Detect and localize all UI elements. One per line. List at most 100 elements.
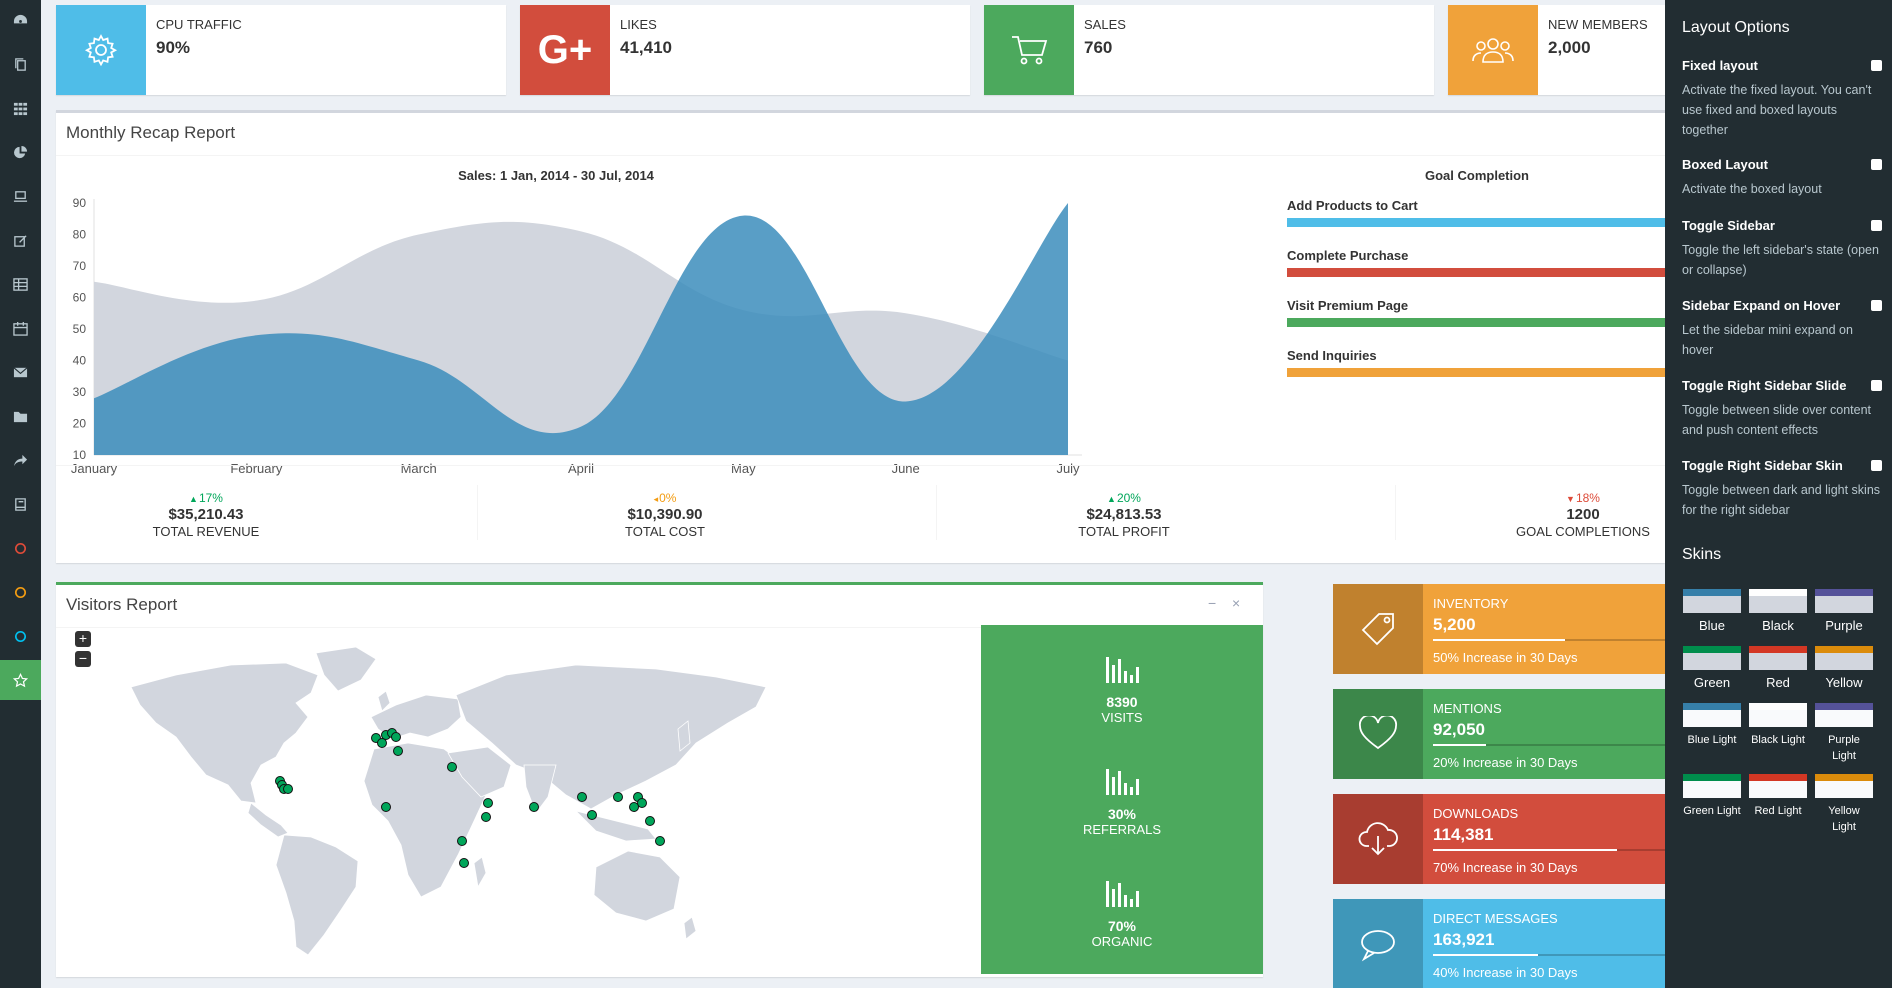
goal-progress: Visit Premium Page — [1287, 298, 1667, 327]
skin-label: Green Light — [1683, 805, 1741, 817]
swatch-header — [1815, 774, 1873, 781]
skin-green-light[interactable]: Green Light — [1683, 774, 1741, 819]
map-marker[interactable] — [645, 816, 655, 826]
info-box-direct-messages: DIRECT MESSAGES 163,921 40% Increase in 30… — [1333, 899, 1706, 988]
map-marker[interactable] — [613, 792, 623, 802]
map-marker[interactable] — [283, 784, 293, 794]
map-marker[interactable] — [529, 802, 539, 812]
box-title: Visitors Report — [66, 595, 178, 614]
map-marker[interactable] — [655, 836, 665, 846]
option-checkbox[interactable] — [1871, 159, 1882, 170]
option-checkbox[interactable] — [1871, 380, 1882, 391]
sidebar-item-dashboard[interactable] — [0, 0, 41, 40]
sidebar-item-circle-yellow[interactable] — [0, 572, 41, 612]
chart-title: Sales: 1 Jan, 2014 - 30 Jul, 2014 — [458, 168, 654, 183]
x-tick-label: July — [1056, 461, 1080, 476]
skin-blue[interactable]: Blue — [1683, 589, 1741, 633]
skin-black[interactable]: Black — [1749, 589, 1807, 633]
skin-swatch — [1683, 703, 1741, 727]
skin-yellow[interactable]: Yellow — [1815, 646, 1873, 690]
skin-label: Green — [1693, 675, 1731, 690]
map-marker[interactable] — [393, 746, 403, 756]
sidebar-item-calendar[interactable] — [0, 308, 41, 348]
sidebar-item-folder[interactable] — [0, 396, 41, 436]
map-marker[interactable] — [381, 802, 391, 812]
caret-up-icon: ▲ — [1107, 494, 1116, 504]
swatch-header — [1683, 646, 1741, 653]
map-marker[interactable] — [447, 762, 457, 772]
sidebar-item-laptop[interactable] — [0, 176, 41, 216]
zoom-out-button[interactable]: − — [75, 651, 91, 667]
layout-option: Sidebar Expand on Hover Let the sidebar m… — [1682, 298, 1882, 360]
users-icon — [1448, 5, 1538, 95]
option-checkbox[interactable] — [1871, 460, 1882, 471]
map-marker[interactable] — [457, 836, 467, 846]
y-tick-label: 40 — [73, 354, 87, 368]
sidebar-item-star[interactable] — [0, 660, 41, 700]
collapse-button[interactable]: − — [1208, 595, 1217, 611]
goal-label: Complete Purchase — [1287, 248, 1409, 263]
skin-blue-light[interactable]: Blue Light — [1683, 703, 1741, 748]
skin-red-light[interactable]: Red Light — [1749, 774, 1807, 819]
info-box-label: INVENTORY — [1433, 596, 1509, 611]
swatch-body — [1683, 781, 1741, 798]
layout-option: Toggle Sidebar Toggle the left sidebar's … — [1682, 218, 1882, 280]
skin-black-light[interactable]: Black Light — [1749, 703, 1807, 748]
y-tick-label: 20 — [73, 417, 87, 431]
skin-green[interactable]: Green — [1683, 646, 1741, 690]
info-box-description: 40% Increase in 30 Days — [1433, 965, 1578, 980]
option-description: Toggle between dark and light skins for … — [1682, 483, 1881, 517]
sidebar-item-files[interactable] — [0, 44, 41, 84]
sidebar-item-table[interactable] — [0, 264, 41, 304]
swatch-header — [1815, 589, 1873, 596]
circle-red-icon — [13, 541, 28, 556]
sidebar-item-envelope[interactable] — [0, 352, 41, 392]
option-description: Toggle the left sidebar's state (open or… — [1682, 243, 1879, 277]
book-icon — [13, 497, 28, 512]
option-checkbox[interactable] — [1871, 60, 1882, 71]
skin-yellow-light[interactable]: Yellow Light — [1815, 774, 1873, 835]
option-checkbox[interactable] — [1871, 300, 1882, 311]
visitor-stats-panel: 8390 VISITS 30% REFERRALS 70% ORGANIC — [981, 625, 1263, 974]
skin-swatch — [1749, 703, 1807, 727]
caret-down-icon: ▼ — [1566, 494, 1575, 504]
sidebar-item-th[interactable] — [0, 88, 41, 128]
map-marker[interactable] — [391, 732, 401, 742]
skin-swatch — [1749, 589, 1807, 613]
swatch-body — [1815, 653, 1873, 670]
progress-fill — [1433, 639, 1565, 641]
sidebar-item-circle-aqua[interactable] — [0, 616, 41, 656]
map-marker[interactable] — [577, 792, 587, 802]
stat-block: ▲20% $24,813.53 TOTAL PROFIT — [974, 491, 1274, 539]
option-header: Sidebar Expand on Hover — [1682, 298, 1882, 316]
info-box-inventory: INVENTORY 5,200 50% Increase in 30 Days — [1333, 584, 1706, 674]
map-marker[interactable] — [629, 802, 639, 812]
zoom-in-button[interactable]: + — [75, 631, 91, 647]
skin-swatch — [1749, 774, 1807, 798]
map-marker[interactable] — [459, 858, 469, 868]
sidebar-item-edit[interactable] — [0, 220, 41, 260]
sidebar-item-circle-red[interactable] — [0, 528, 41, 568]
sidebar-item-share[interactable] — [0, 440, 41, 480]
map-marker[interactable] — [377, 738, 387, 748]
sidebar-item-pie-chart[interactable] — [0, 132, 41, 172]
goal-bar — [1287, 368, 1667, 377]
stat-block: ▼18% 1200 GOAL COMPLETIONS — [1433, 491, 1733, 539]
stat-amount: $10,390.90 — [627, 506, 703, 523]
option-label: Toggle Sidebar — [1682, 218, 1775, 233]
close-button[interactable]: × — [1232, 595, 1241, 611]
map-marker[interactable] — [481, 812, 491, 822]
goal-label: Visit Premium Page — [1287, 298, 1409, 313]
stat-block: ▲17% $35,210.43 TOTAL REVENUE — [56, 491, 356, 539]
skin-swatch — [1815, 774, 1873, 798]
option-checkbox[interactable] — [1871, 220, 1882, 231]
skin-purple-light[interactable]: Purple Light — [1815, 703, 1873, 764]
x-tick-label: June — [892, 461, 920, 476]
sidebar-item-book[interactable] — [0, 484, 41, 524]
skin-purple[interactable]: Purple — [1815, 589, 1873, 633]
map-marker[interactable] — [587, 810, 597, 820]
goal-label: Add Products to Cart — [1287, 198, 1418, 213]
skin-red[interactable]: Red — [1749, 646, 1807, 690]
map-marker[interactable] — [483, 798, 493, 808]
world-map[interactable]: + − — [56, 625, 981, 974]
